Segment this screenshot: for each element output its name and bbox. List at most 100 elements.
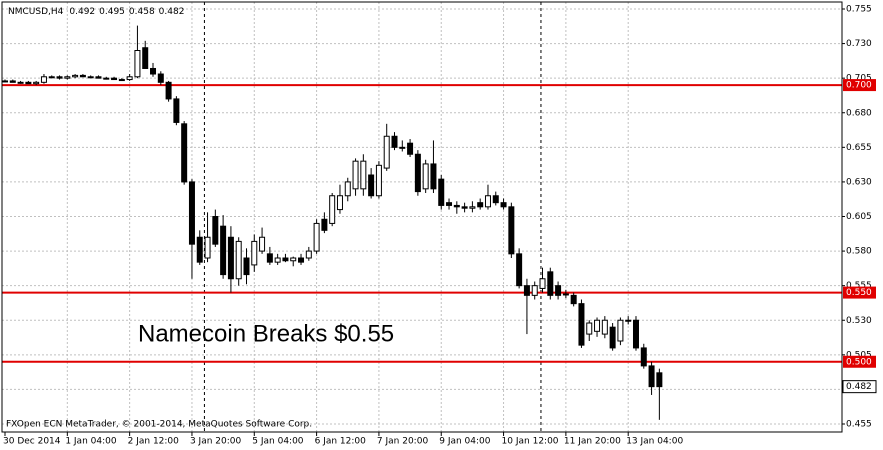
candle-body	[134, 50, 141, 78]
x-tick-label: 9 Jan 04:00	[439, 437, 491, 447]
candle-body	[344, 181, 351, 197]
candle-body	[150, 67, 157, 75]
candle-body	[251, 240, 258, 266]
candle-body	[578, 303, 585, 346]
candle-body	[648, 365, 655, 388]
candle-body	[539, 278, 546, 289]
candle-body	[87, 76, 94, 79]
annotation: Namecoin Breaks $0.55	[138, 320, 394, 347]
candle-body	[477, 202, 484, 208]
candle-body	[547, 271, 554, 296]
candle-body	[188, 181, 195, 245]
candle-body	[375, 164, 382, 197]
candle-body	[142, 47, 149, 69]
candle-body	[40, 76, 47, 83]
candle-body	[625, 319, 632, 322]
candle-body	[508, 206, 515, 255]
candle-body	[461, 206, 468, 209]
candle-body	[601, 319, 608, 335]
candle-body	[9, 80, 16, 83]
candle-body	[656, 372, 663, 388]
candle-body	[446, 202, 453, 206]
candle-body	[111, 77, 118, 81]
level-label: 0.500	[846, 357, 872, 367]
candle-body	[438, 178, 445, 206]
header-value: 0.492	[69, 7, 95, 17]
candle-body	[336, 195, 343, 211]
candle-body	[586, 322, 593, 335]
candle-body	[617, 319, 624, 342]
candle-body	[2, 80, 8, 83]
y-tick-label: 0.555	[846, 281, 872, 291]
candle-body	[399, 146, 406, 149]
x-tick-label: 5 Jan 04:00	[252, 437, 304, 447]
candle-body	[48, 76, 55, 79]
x-tick-label: 2 Jan 12:00	[128, 437, 180, 447]
candle-body	[56, 76, 63, 79]
candle-body	[484, 195, 491, 208]
y-tick-label: 0.705	[846, 74, 872, 84]
candle-body	[165, 81, 172, 100]
candle-body	[632, 319, 639, 349]
candle-body	[523, 285, 530, 296]
candle-body	[368, 174, 375, 197]
candle-body	[220, 225, 227, 276]
candle-body	[157, 73, 164, 83]
candle-body	[453, 204, 460, 208]
y-tick-label: 0.580	[846, 247, 872, 257]
candle-body	[290, 257, 297, 262]
y-tick-label: 0.530	[846, 316, 872, 326]
candle-body	[407, 142, 414, 155]
candle-body	[414, 153, 421, 193]
candle-body	[562, 293, 569, 296]
candle-body	[305, 250, 312, 259]
level-label: 0.550	[846, 288, 872, 298]
candle-body	[204, 236, 211, 259]
candle-body	[422, 163, 429, 190]
footer: FXOpen ECN MetaTrader, © 2001-2014, Meta…	[6, 420, 312, 430]
candle-body	[570, 294, 577, 305]
level-label-box	[843, 355, 876, 368]
chart-header: NMCUSD,H4 0.492 0.495 0.458 0.482	[8, 7, 184, 17]
marks	[2, 25, 842, 420]
candle-body	[266, 253, 273, 263]
candle-body	[103, 77, 110, 80]
candle-body	[126, 76, 133, 81]
x-tick-label: 13 Jan 04:00	[626, 437, 683, 447]
candle-body	[181, 123, 188, 183]
y-tick-label: 0.755	[846, 5, 872, 15]
x-tick-label: 6 Jan 12:00	[315, 437, 367, 447]
candle-body	[640, 347, 647, 367]
candle-body	[430, 163, 437, 190]
candle-body	[259, 236, 266, 252]
candle-body	[329, 195, 336, 224]
x-tick-label: 7 Jan 20:00	[377, 437, 429, 447]
x-tick-label: 30 Dec 2014	[3, 437, 61, 447]
candle-body	[594, 319, 601, 332]
header-value: 0.495	[99, 7, 125, 17]
candle-body	[360, 160, 367, 190]
candle-body	[212, 216, 219, 245]
candle-body	[118, 79, 125, 82]
x-tick-label: 1 Jan 04:00	[65, 437, 117, 447]
candle-body	[352, 160, 359, 190]
y-tick-label: 0.605	[846, 212, 872, 222]
candle-body	[79, 74, 86, 78]
x-tick-label: 11 Jan 20:00	[564, 437, 621, 447]
x-tick-label: 10 Jan 12:00	[502, 437, 559, 447]
header-value: 0.482	[159, 7, 185, 17]
grid	[2, 2, 845, 432]
y-tick-label: 0.630	[846, 177, 872, 187]
plot-border	[1, 1, 843, 433]
candle-body	[391, 135, 398, 148]
level-label-box	[843, 79, 876, 92]
candle-body	[33, 81, 40, 85]
candle-body	[64, 76, 71, 79]
candle-body	[25, 81, 32, 85]
header-value: 0.458	[129, 7, 155, 17]
candle-body	[227, 236, 234, 280]
level-label-box	[843, 286, 876, 299]
candle-body	[313, 222, 320, 252]
x-tick-label: 3 Jan 20:00	[190, 437, 242, 447]
